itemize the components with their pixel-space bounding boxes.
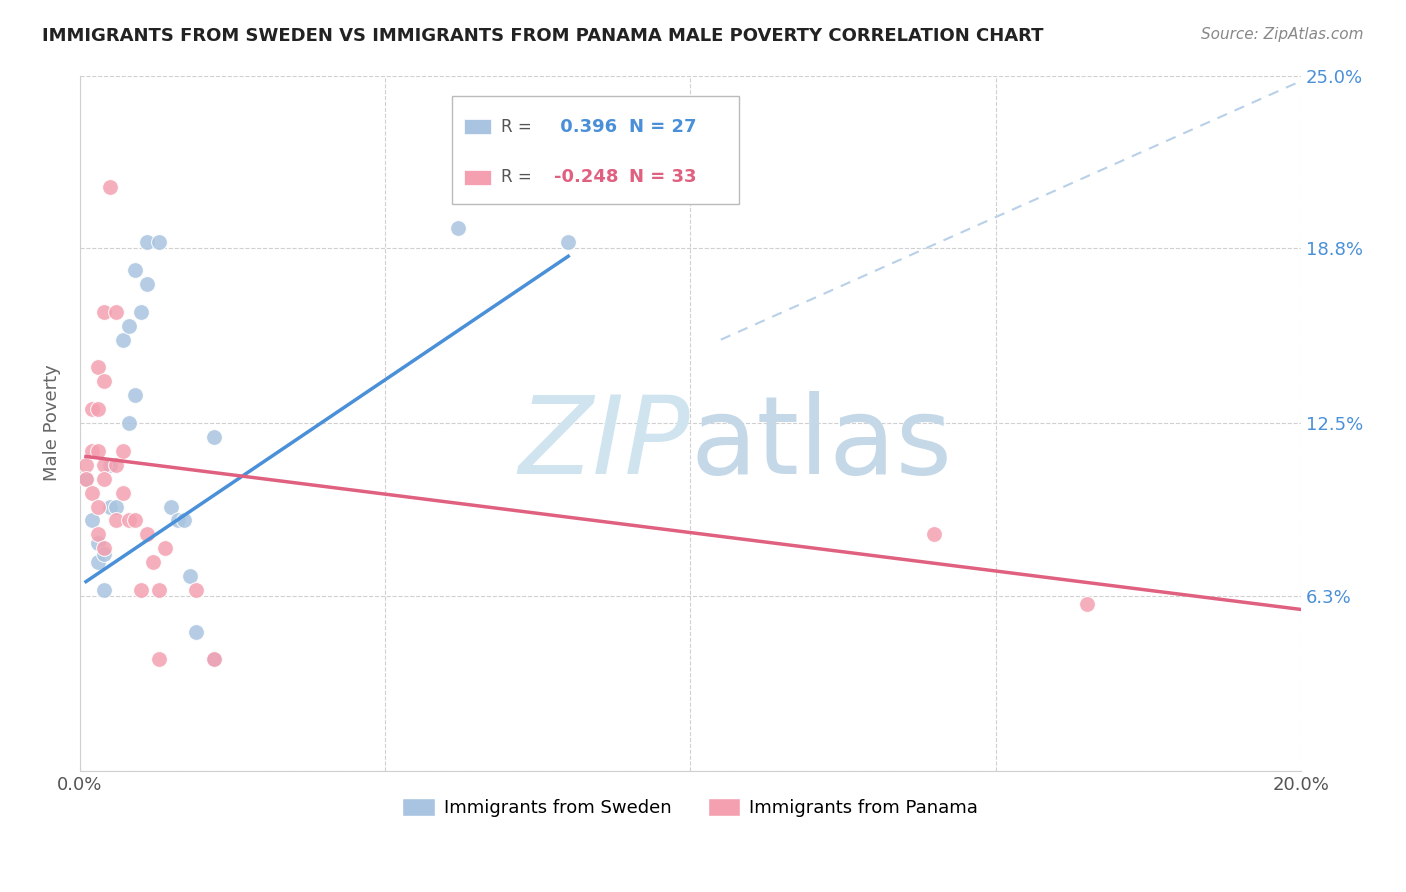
Point [124,513,146,527]
Text: 0.396: 0.396 [554,118,617,136]
Point [124,388,146,402]
Point [160,500,183,514]
Point [105,500,128,514]
Point [93,305,115,319]
FancyBboxPatch shape [453,96,740,204]
Point [87,360,110,375]
Point [202,430,225,444]
Point [924,527,946,541]
Text: R =: R = [501,118,537,136]
Point [447,221,470,235]
Point [1076,597,1098,611]
Point [557,235,579,250]
Point [184,624,207,639]
Text: IMMIGRANTS FROM SWEDEN VS IMMIGRANTS FROM PANAMA MALE POVERTY CORRELATION CHART: IMMIGRANTS FROM SWEDEN VS IMMIGRANTS FRO… [42,27,1043,45]
Point [93,547,115,561]
Point [87,402,110,417]
Point [75,472,97,486]
Point [100,500,122,514]
Point [166,513,188,527]
Point [93,472,115,486]
FancyBboxPatch shape [464,169,491,185]
Point [80,485,103,500]
Point [93,582,115,597]
Text: ZIP: ZIP [519,392,690,497]
Point [179,569,201,583]
Point [105,513,128,527]
Point [136,277,159,291]
Point [93,458,115,472]
Point [93,541,115,556]
Point [80,444,103,458]
Text: N = 33: N = 33 [630,169,697,186]
Point [80,513,103,527]
Point [100,179,122,194]
Point [105,458,128,472]
Y-axis label: Male Poverty: Male Poverty [44,365,60,482]
Point [111,333,134,347]
Point [118,318,141,333]
Text: N = 27: N = 27 [630,118,697,136]
Point [173,513,195,527]
Point [118,513,141,527]
Point [93,375,115,389]
Point [184,582,207,597]
Point [142,555,165,569]
Point [155,541,177,556]
Text: Source: ZipAtlas.com: Source: ZipAtlas.com [1201,27,1364,42]
Point [75,472,97,486]
Point [202,652,225,666]
Point [105,305,128,319]
Point [129,305,152,319]
Point [136,527,159,541]
Point [87,527,110,541]
Point [111,444,134,458]
Point [202,652,225,666]
Point [148,652,170,666]
Point [124,263,146,277]
Point [87,535,110,549]
Point [75,458,97,472]
Point [129,582,152,597]
Text: -0.248: -0.248 [554,169,619,186]
Text: atlas: atlas [690,391,952,497]
Point [87,444,110,458]
Point [87,555,110,569]
Point [118,416,141,430]
Point [100,458,122,472]
Point [148,582,170,597]
Text: R =: R = [501,169,537,186]
FancyBboxPatch shape [464,119,491,134]
Point [87,500,110,514]
Point [136,235,159,250]
Point [148,235,170,250]
Point [80,402,103,417]
Legend: Immigrants from Sweden, Immigrants from Panama: Immigrants from Sweden, Immigrants from … [395,790,986,824]
Point [111,485,134,500]
